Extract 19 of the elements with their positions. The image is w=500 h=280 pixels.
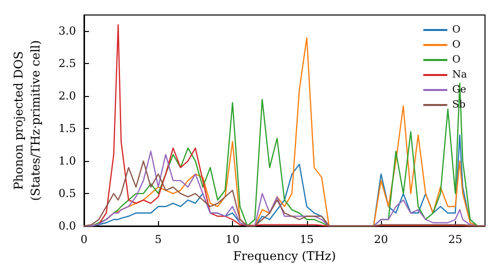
y-tick-label: 0.5	[58, 187, 76, 200]
y-axis-title: Phonon projected DOS (States/THz·primitive cell)	[12, 40, 42, 201]
legend-label: O	[452, 40, 460, 50]
x-axis-title: Frequency (THz)	[233, 249, 336, 263]
legend-label: O	[452, 54, 460, 66]
y-tick-label: 0.0	[58, 220, 76, 232]
y-tick-label: 1.5	[58, 122, 76, 136]
x-tick-label: 0	[80, 233, 88, 246]
y-tick-label: 1.0	[58, 154, 76, 168]
y-tick-label: 2.0	[58, 90, 76, 103]
y-tick-label: 2.5	[58, 57, 76, 70]
y-tick-label: 3.0	[58, 24, 76, 38]
x-tick-label: 25	[448, 233, 462, 246]
x-tick-label: 20	[374, 233, 388, 246]
x-tick-label: 5	[154, 233, 162, 246]
x-tick-label: 15	[300, 233, 314, 246]
legend-label: O	[452, 24, 460, 36]
x-tick-label: 10	[226, 233, 240, 246]
legend-label: Na	[452, 70, 468, 80]
